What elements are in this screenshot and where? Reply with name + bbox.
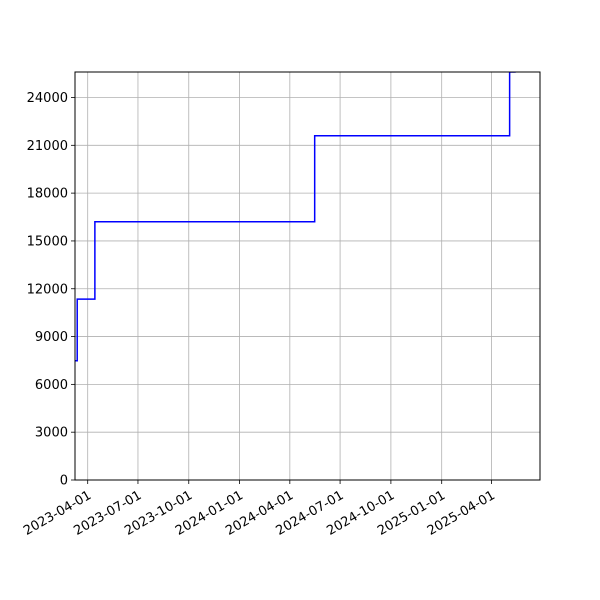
y-tick-label: 18000 bbox=[27, 187, 68, 202]
y-tick-label: 6000 bbox=[35, 378, 68, 393]
y-tick-label: 9000 bbox=[35, 330, 68, 345]
series-line bbox=[75, 72, 516, 362]
y-tick-label: 24000 bbox=[27, 91, 68, 106]
y-tick-label: 3000 bbox=[35, 426, 68, 441]
y-tick-label: 0 bbox=[60, 474, 68, 489]
series-layer bbox=[75, 72, 516, 362]
plot-frame bbox=[74, 71, 541, 481]
y-tick-label: 15000 bbox=[27, 234, 68, 249]
y-tick-label: 12000 bbox=[27, 282, 68, 297]
y-tick-label: 21000 bbox=[27, 139, 68, 154]
y-axis: 0 3000 6000 9000 12000 15000 18000 21000 24000 bbox=[27, 91, 75, 489]
